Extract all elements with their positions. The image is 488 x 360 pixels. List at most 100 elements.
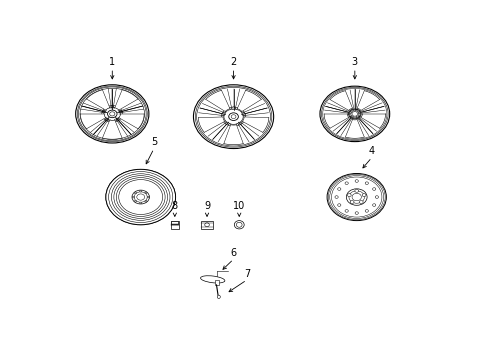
Polygon shape bbox=[356, 91, 379, 111]
Ellipse shape bbox=[354, 212, 358, 214]
Ellipse shape bbox=[359, 201, 363, 203]
Ellipse shape bbox=[231, 115, 236, 118]
Ellipse shape bbox=[356, 116, 358, 118]
Polygon shape bbox=[237, 90, 261, 112]
Ellipse shape bbox=[140, 202, 142, 204]
Text: 2: 2 bbox=[230, 57, 236, 67]
Text: 6: 6 bbox=[230, 248, 236, 258]
Polygon shape bbox=[324, 114, 348, 128]
Ellipse shape bbox=[354, 189, 358, 192]
Ellipse shape bbox=[337, 188, 340, 190]
Polygon shape bbox=[119, 114, 144, 129]
Bar bbox=[201, 221, 212, 229]
Ellipse shape bbox=[134, 201, 136, 202]
Polygon shape bbox=[80, 114, 105, 129]
Text: 1: 1 bbox=[109, 57, 115, 67]
Ellipse shape bbox=[347, 194, 350, 197]
Ellipse shape bbox=[351, 193, 361, 201]
Ellipse shape bbox=[134, 192, 147, 202]
Polygon shape bbox=[329, 91, 352, 111]
Ellipse shape bbox=[358, 116, 359, 117]
Ellipse shape bbox=[351, 112, 357, 116]
Bar bbox=[170, 221, 179, 229]
Ellipse shape bbox=[134, 192, 136, 194]
Ellipse shape bbox=[224, 109, 243, 124]
Ellipse shape bbox=[80, 88, 144, 139]
Ellipse shape bbox=[137, 194, 144, 200]
Ellipse shape bbox=[119, 111, 122, 113]
Ellipse shape bbox=[349, 116, 350, 117]
Polygon shape bbox=[205, 90, 229, 112]
Ellipse shape bbox=[352, 109, 353, 110]
Ellipse shape bbox=[355, 109, 356, 110]
Ellipse shape bbox=[144, 201, 147, 202]
Ellipse shape bbox=[372, 204, 375, 206]
Ellipse shape bbox=[350, 111, 358, 117]
Ellipse shape bbox=[107, 110, 117, 118]
Polygon shape bbox=[102, 120, 122, 139]
Text: 9: 9 bbox=[203, 201, 210, 211]
Ellipse shape bbox=[102, 105, 122, 122]
Ellipse shape bbox=[353, 109, 355, 111]
Ellipse shape bbox=[132, 190, 149, 204]
Ellipse shape bbox=[109, 112, 115, 116]
Ellipse shape bbox=[358, 111, 359, 112]
Ellipse shape bbox=[346, 189, 366, 205]
Polygon shape bbox=[360, 114, 385, 128]
Text: 7: 7 bbox=[243, 269, 249, 279]
Ellipse shape bbox=[116, 118, 119, 121]
Ellipse shape bbox=[372, 188, 375, 190]
Ellipse shape bbox=[236, 222, 242, 227]
Ellipse shape bbox=[234, 221, 244, 229]
Ellipse shape bbox=[345, 210, 347, 212]
Ellipse shape bbox=[362, 194, 365, 197]
Ellipse shape bbox=[349, 112, 351, 113]
Bar bbox=[171, 221, 178, 224]
Bar bbox=[214, 280, 219, 285]
Ellipse shape bbox=[345, 182, 347, 184]
Ellipse shape bbox=[196, 87, 270, 146]
Ellipse shape bbox=[354, 180, 358, 182]
Text: 3: 3 bbox=[351, 57, 357, 67]
Ellipse shape bbox=[337, 204, 340, 206]
Ellipse shape bbox=[348, 109, 360, 119]
Polygon shape bbox=[224, 125, 243, 145]
Text: 10: 10 bbox=[233, 201, 245, 211]
Ellipse shape bbox=[365, 182, 367, 184]
Polygon shape bbox=[345, 120, 364, 138]
Ellipse shape bbox=[238, 122, 241, 125]
Polygon shape bbox=[198, 117, 224, 132]
Ellipse shape bbox=[348, 113, 349, 114]
Ellipse shape bbox=[200, 276, 224, 283]
Ellipse shape bbox=[105, 169, 175, 225]
Ellipse shape bbox=[105, 118, 108, 121]
Ellipse shape bbox=[334, 196, 338, 198]
Ellipse shape bbox=[204, 223, 209, 227]
Ellipse shape bbox=[242, 113, 245, 116]
Ellipse shape bbox=[350, 116, 352, 118]
Polygon shape bbox=[115, 90, 138, 110]
Text: 5: 5 bbox=[150, 137, 157, 147]
Ellipse shape bbox=[111, 105, 114, 108]
Ellipse shape bbox=[103, 107, 121, 121]
Ellipse shape bbox=[217, 295, 220, 298]
Ellipse shape bbox=[147, 196, 149, 198]
Ellipse shape bbox=[221, 107, 245, 126]
Ellipse shape bbox=[326, 174, 386, 221]
Ellipse shape bbox=[365, 210, 367, 212]
Ellipse shape bbox=[319, 86, 389, 141]
Ellipse shape bbox=[348, 191, 364, 203]
Ellipse shape bbox=[374, 196, 378, 198]
Ellipse shape bbox=[349, 111, 350, 112]
Text: 4: 4 bbox=[368, 146, 374, 156]
Ellipse shape bbox=[359, 113, 360, 114]
Polygon shape bbox=[86, 90, 110, 110]
Ellipse shape bbox=[193, 85, 273, 149]
Ellipse shape bbox=[329, 176, 383, 219]
Polygon shape bbox=[242, 117, 268, 132]
Ellipse shape bbox=[349, 201, 353, 203]
Ellipse shape bbox=[231, 107, 235, 109]
Ellipse shape bbox=[76, 85, 148, 143]
Ellipse shape bbox=[144, 192, 147, 194]
Ellipse shape bbox=[102, 111, 105, 113]
